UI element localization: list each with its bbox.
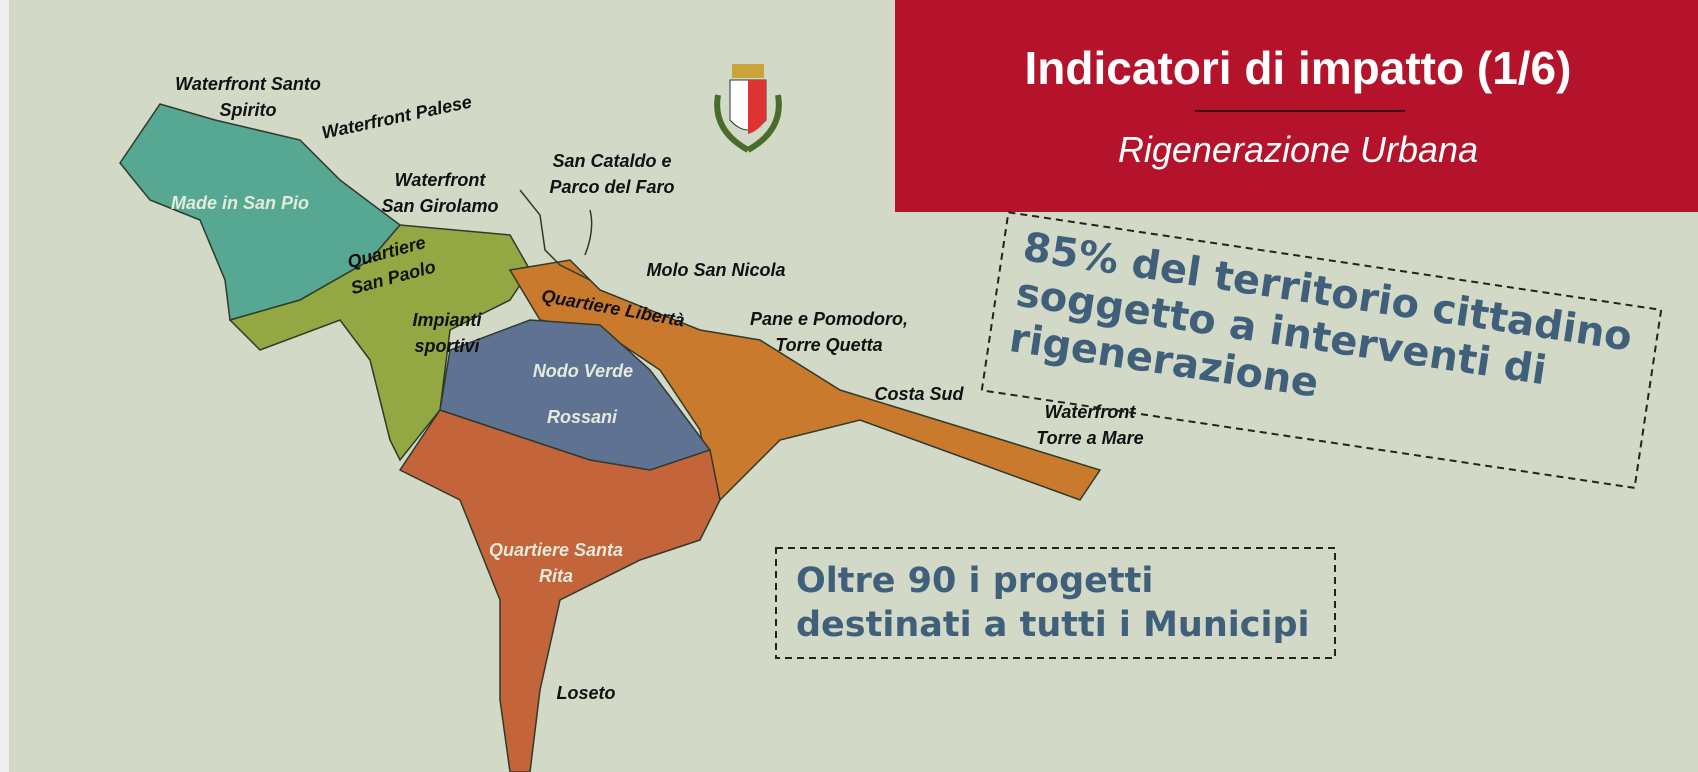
map-label-line: Torre a Mare: [1036, 428, 1143, 448]
map-label-line: Made in San Pio: [171, 193, 309, 213]
header-banner: [895, 0, 1698, 212]
map-label-line: Waterfront: [395, 170, 487, 190]
map-label-line: San Girolamo: [381, 196, 498, 216]
map-label-line: Quartiere Santa: [489, 540, 623, 560]
map-label-line: Spirito: [220, 100, 277, 120]
left-strip: [0, 0, 9, 772]
callout-projects-line: Oltre 90 i progetti: [796, 561, 1153, 601]
map-label-line: Nodo Verde: [533, 361, 633, 381]
map-label: Made in San Pio: [171, 193, 309, 213]
map-label: Waterfront San Girolamo: [381, 170, 498, 216]
map: [119, 103, 1102, 772]
map-label: Pane e Pomodoro, Torre Quetta: [750, 309, 908, 355]
map-label: Quartiere Santa Rita: [489, 540, 623, 586]
map-label-line: Pane e Pomodoro,: [750, 309, 908, 329]
map-label-line: sportivi: [414, 336, 480, 356]
map-label: Loseto: [556, 683, 615, 703]
map-label: Costa Sud: [874, 384, 964, 404]
map-label: Molo San Nicola: [646, 260, 785, 280]
map-label-line: Loseto: [556, 683, 615, 703]
callout-box: [980, 211, 1663, 490]
map-label-line: Rossani: [547, 407, 618, 427]
map-label-line: San Cataldo e: [552, 151, 671, 171]
projects-box: [775, 547, 1336, 659]
map-label: Nodo Verde: [533, 361, 633, 381]
map-label-line: Waterfront: [1045, 402, 1137, 422]
title: Indicatori di impatto (1/6): [1025, 42, 1572, 94]
map-label-line: Costa Sud: [874, 384, 964, 404]
map-label: Impianti sportivi: [412, 310, 482, 356]
map-label-line: Waterfront Santo: [175, 74, 321, 94]
map-label: Waterfront Torre a Mare: [1036, 402, 1143, 448]
map-label-line: Rita: [539, 566, 573, 586]
map-label: Rossani: [547, 407, 618, 427]
map-label: San Cataldo e Parco del Faro: [549, 151, 674, 197]
callout-projects-line: destinati a tutti i Municipi: [796, 605, 1310, 645]
emblem: [714, 64, 782, 153]
map-label-line: Parco del Faro: [549, 177, 674, 197]
map-label-line: Molo San Nicola: [646, 260, 785, 280]
region-nodo-verde: [439, 319, 712, 471]
map-label-line: Impianti: [412, 310, 482, 330]
subtitle: Rigenerazione Urbana: [1118, 129, 1478, 170]
port-outline: [519, 189, 593, 281]
region-liberta: [508, 259, 1102, 502]
map-label-line: Torre Quetta: [775, 335, 882, 355]
map-label: Waterfront Santo Spirito: [175, 74, 321, 120]
